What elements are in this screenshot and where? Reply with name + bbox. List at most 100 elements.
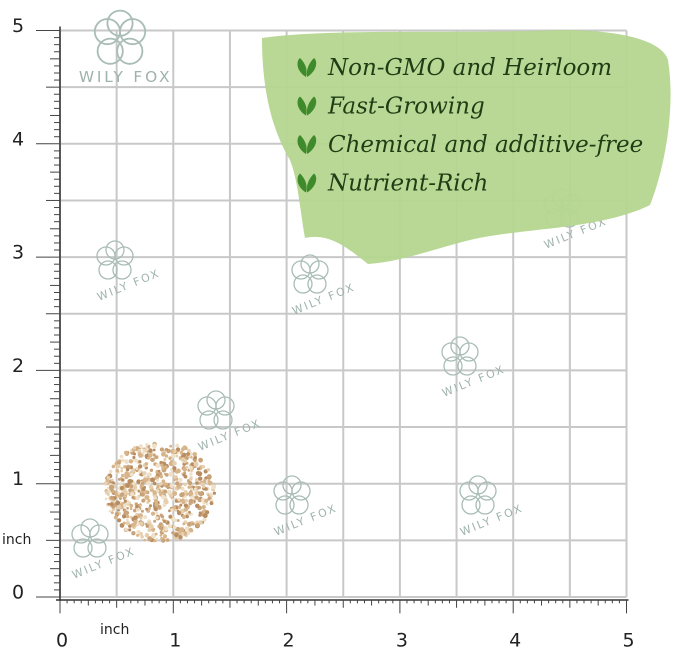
seed: [177, 505, 181, 510]
clover-leaf: [450, 336, 470, 356]
seed: [168, 514, 173, 519]
seed: [195, 522, 201, 528]
clover-leaf: [206, 390, 226, 410]
seed: [110, 511, 114, 515]
clover-leaf: [468, 475, 488, 495]
seed: [149, 468, 154, 472]
seed: [129, 484, 134, 489]
seed: [108, 509, 112, 513]
seed: [128, 528, 132, 532]
seed: [174, 532, 179, 537]
seed: [165, 473, 169, 477]
seed: [129, 479, 134, 483]
x-label: 2: [283, 630, 295, 652]
seed: [109, 484, 114, 490]
seed: [120, 466, 124, 470]
seed: [168, 461, 174, 467]
seed: [136, 530, 141, 535]
seed: [124, 471, 130, 477]
seed: [204, 498, 209, 503]
seed: [195, 481, 199, 485]
seed: [130, 467, 136, 473]
watermark: WILY FOX: [95, 240, 162, 304]
unit-label: inch: [100, 622, 129, 638]
seed: [141, 498, 146, 503]
seed: [138, 464, 143, 469]
seed: [181, 514, 187, 520]
seed: [183, 482, 187, 487]
seed: [175, 447, 181, 452]
seed: [184, 490, 188, 494]
seed: [182, 473, 186, 477]
seed: [193, 461, 199, 467]
seed: [131, 488, 135, 492]
clover-leaf: [112, 260, 132, 280]
clover-leaf: [461, 495, 481, 515]
seed: [173, 449, 177, 454]
seed: [159, 475, 164, 479]
seed: [207, 474, 212, 479]
seed: [202, 479, 207, 484]
seed: [152, 448, 156, 452]
seed: [135, 496, 140, 501]
seed: [159, 513, 163, 517]
seed: [193, 459, 197, 463]
seed: [183, 507, 189, 512]
seed: [145, 443, 149, 447]
seed: [177, 497, 181, 501]
seed: [179, 492, 185, 497]
clover-leaf: [105, 240, 125, 260]
seed: [132, 484, 138, 490]
watermark: WILY FOX: [79, 9, 170, 86]
clover-leaf: [443, 356, 463, 376]
seed: [154, 532, 158, 536]
clover-leaf: [116, 37, 144, 65]
watermark-text: WILY FOX: [272, 502, 339, 539]
seed: [196, 467, 200, 471]
seed: [136, 523, 139, 527]
seed: [144, 495, 150, 500]
watermark-text: WILY FOX: [440, 363, 507, 400]
seed: [204, 487, 208, 491]
seed: [183, 503, 188, 508]
seed: [179, 503, 183, 507]
seed: [155, 489, 160, 493]
seed: [124, 450, 128, 455]
seed: [129, 503, 134, 508]
seed: [135, 512, 139, 516]
seed: [185, 465, 189, 469]
seed: [113, 515, 118, 520]
seed: [173, 525, 177, 530]
seed: [133, 508, 137, 513]
seed: [176, 519, 180, 522]
seed: [180, 508, 185, 514]
seed: [136, 479, 142, 485]
seed: [179, 482, 183, 487]
seed: [193, 487, 197, 491]
seed: [150, 457, 155, 462]
seed: [190, 462, 195, 466]
clover-leaf: [282, 475, 302, 495]
seed-pile: [103, 441, 217, 543]
seed: [136, 448, 142, 454]
seed: [128, 459, 134, 464]
seed: [188, 498, 194, 504]
seed: [204, 476, 208, 479]
seed: [116, 464, 121, 469]
seed: [141, 487, 146, 492]
seed: [109, 502, 114, 507]
seed: [152, 443, 157, 449]
seed: [192, 522, 195, 526]
seed: [182, 522, 186, 526]
seed: [123, 511, 127, 515]
seed: [125, 467, 130, 472]
seed: [175, 527, 179, 532]
seed: [185, 526, 190, 531]
seed: [205, 510, 210, 515]
watermark: WILY FOX: [272, 475, 339, 539]
seed: [126, 506, 129, 510]
seed: [145, 507, 149, 511]
clover-leaf: [73, 538, 93, 558]
seed: [122, 496, 126, 500]
seed: [194, 495, 199, 500]
